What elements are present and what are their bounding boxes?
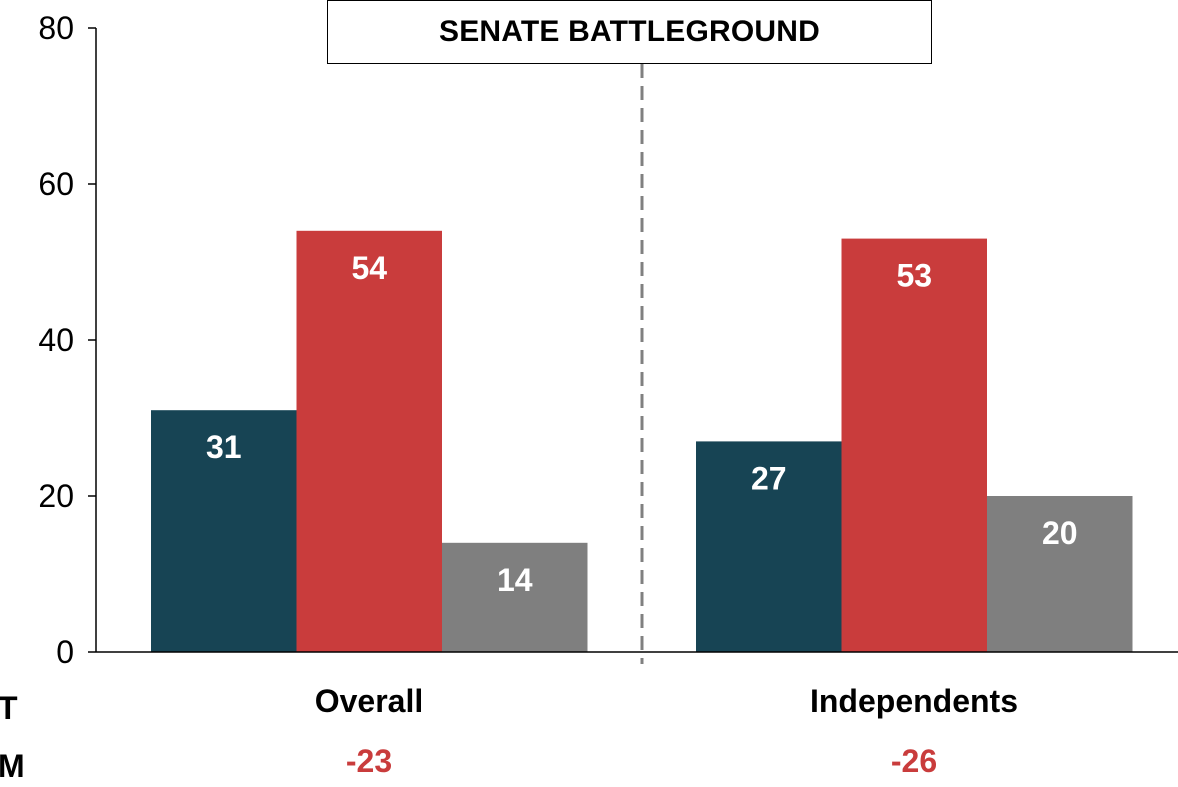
- bar: [151, 410, 297, 652]
- bar-value-label: 54: [351, 250, 387, 286]
- y-tick-label: 80: [38, 10, 74, 46]
- bar: [841, 238, 987, 652]
- y-tick-label: 0: [56, 634, 74, 670]
- bar: [696, 441, 842, 652]
- bar: [442, 542, 588, 652]
- bar: [296, 230, 442, 653]
- category-label: Overall: [315, 683, 424, 719]
- row-label-m: M: [0, 748, 25, 784]
- bar-value-label: 31: [206, 429, 242, 465]
- margin-value: -26: [891, 743, 937, 779]
- category-label: Independents: [810, 683, 1018, 719]
- y-tick-label: 20: [38, 478, 74, 514]
- margin-value: -23: [346, 743, 392, 779]
- y-tick-label: 40: [38, 322, 74, 358]
- y-tick-label: 60: [38, 166, 74, 202]
- row-label-t: T: [0, 690, 18, 726]
- bar-value-label: 27: [751, 460, 787, 496]
- bar: [987, 496, 1133, 652]
- bar-value-label: 20: [1042, 515, 1078, 551]
- chart-title: SENATE BATTLEGROUND: [327, 0, 932, 64]
- bar-value-label: 53: [896, 258, 932, 294]
- bar-value-label: 14: [497, 562, 533, 598]
